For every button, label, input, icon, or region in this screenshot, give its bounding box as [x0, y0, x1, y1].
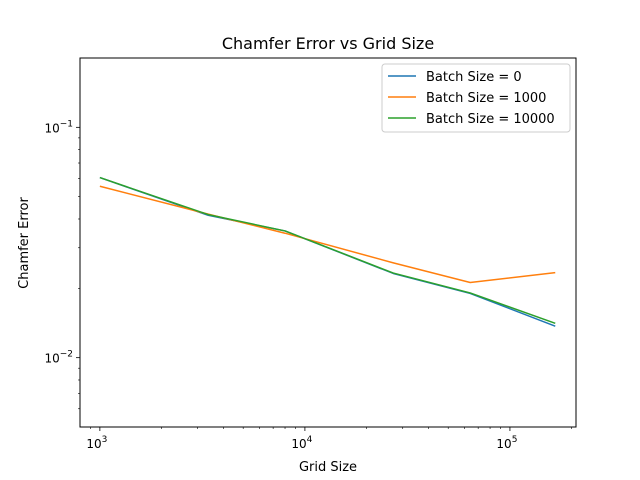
x-axis-label: Grid Size [299, 460, 357, 475]
plot-frame [79, 57, 577, 428]
series-line-2 [99, 185, 556, 284]
y-tick-label-1: 10−2 [44, 350, 73, 366]
series-line-3 [99, 176, 556, 324]
chart-title: Chamfer Error vs Grid Size [222, 34, 434, 53]
axis-ticks: 103 104 105 10−2 10−1 [44, 119, 572, 451]
legend-box [381, 63, 571, 133]
y-tick-label-2: 10−1 [44, 119, 73, 135]
legend: Batch Size = 0 Batch Size = 1000 Batch Siz… [381, 63, 571, 133]
legend-label-1: Batch Size = 0 [426, 70, 522, 85]
x-tick-label-3: 105 [496, 435, 517, 451]
legend-label-3: Batch Size = 10000 [426, 112, 555, 127]
legend-label-2: Batch Size = 1000 [426, 91, 546, 106]
x-tick-label-1: 103 [86, 435, 107, 451]
plot-lines [99, 176, 556, 327]
x-tick-label-2: 104 [291, 435, 312, 451]
y-axis-label: Chamfer Error [17, 197, 32, 289]
